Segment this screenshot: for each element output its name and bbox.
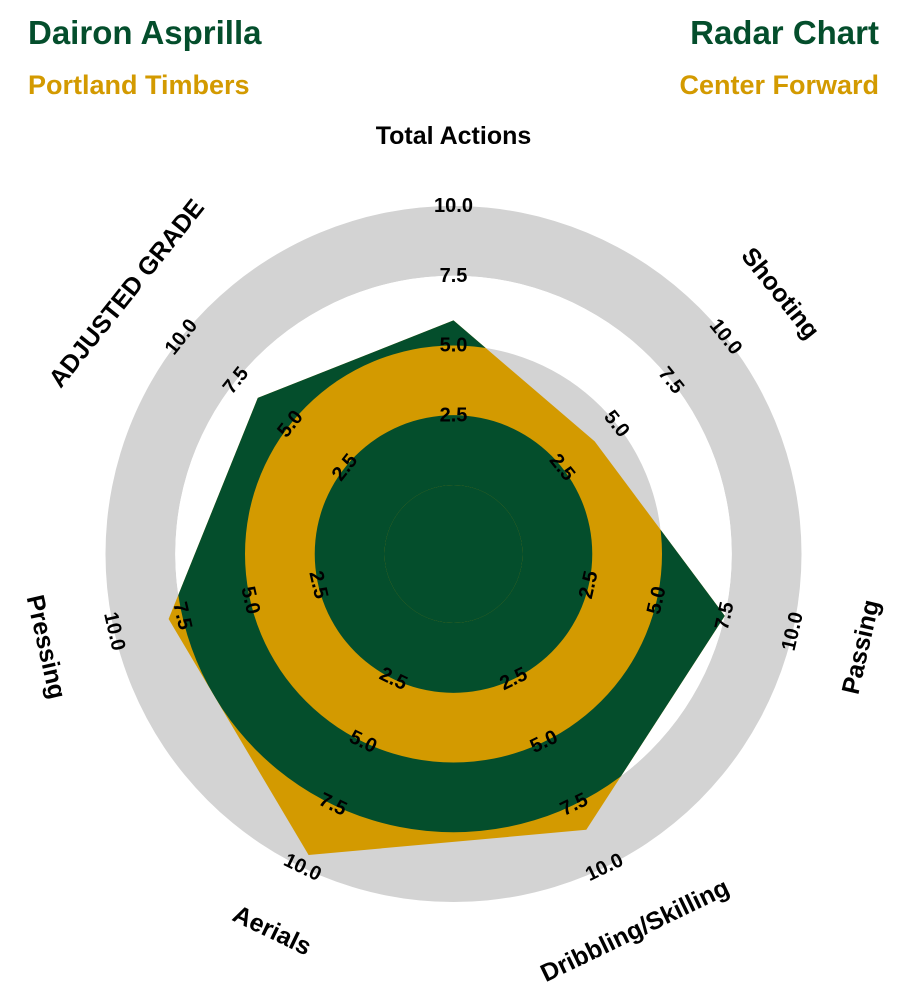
radar-polygon-bands (175, 320, 725, 833)
axis-label-shooting: Shooting (736, 242, 825, 344)
axis-label-aerials: Aerials (228, 900, 315, 961)
team-name: Portland Timbers (28, 70, 250, 100)
player-position: Center Forward (679, 70, 879, 100)
tick-label: 7.5 (440, 265, 468, 287)
axis-label-dribbling-skilling: Dribbling/Skilling (536, 873, 733, 987)
axis-label-passing: Passing (837, 597, 886, 697)
polygon-band-1 (314, 415, 593, 693)
radar-center (384, 485, 523, 623)
player-name: Dairon Asprilla (28, 14, 262, 51)
axis-label-total-actions: Total Actions (376, 122, 532, 150)
tick-label: 2.5 (440, 404, 468, 426)
chart-title: Radar Chart (690, 14, 879, 51)
tick-label: 10.0 (434, 195, 473, 217)
tick-label: 5.0 (440, 335, 468, 357)
axis-label-pressing: Pressing (21, 592, 72, 701)
